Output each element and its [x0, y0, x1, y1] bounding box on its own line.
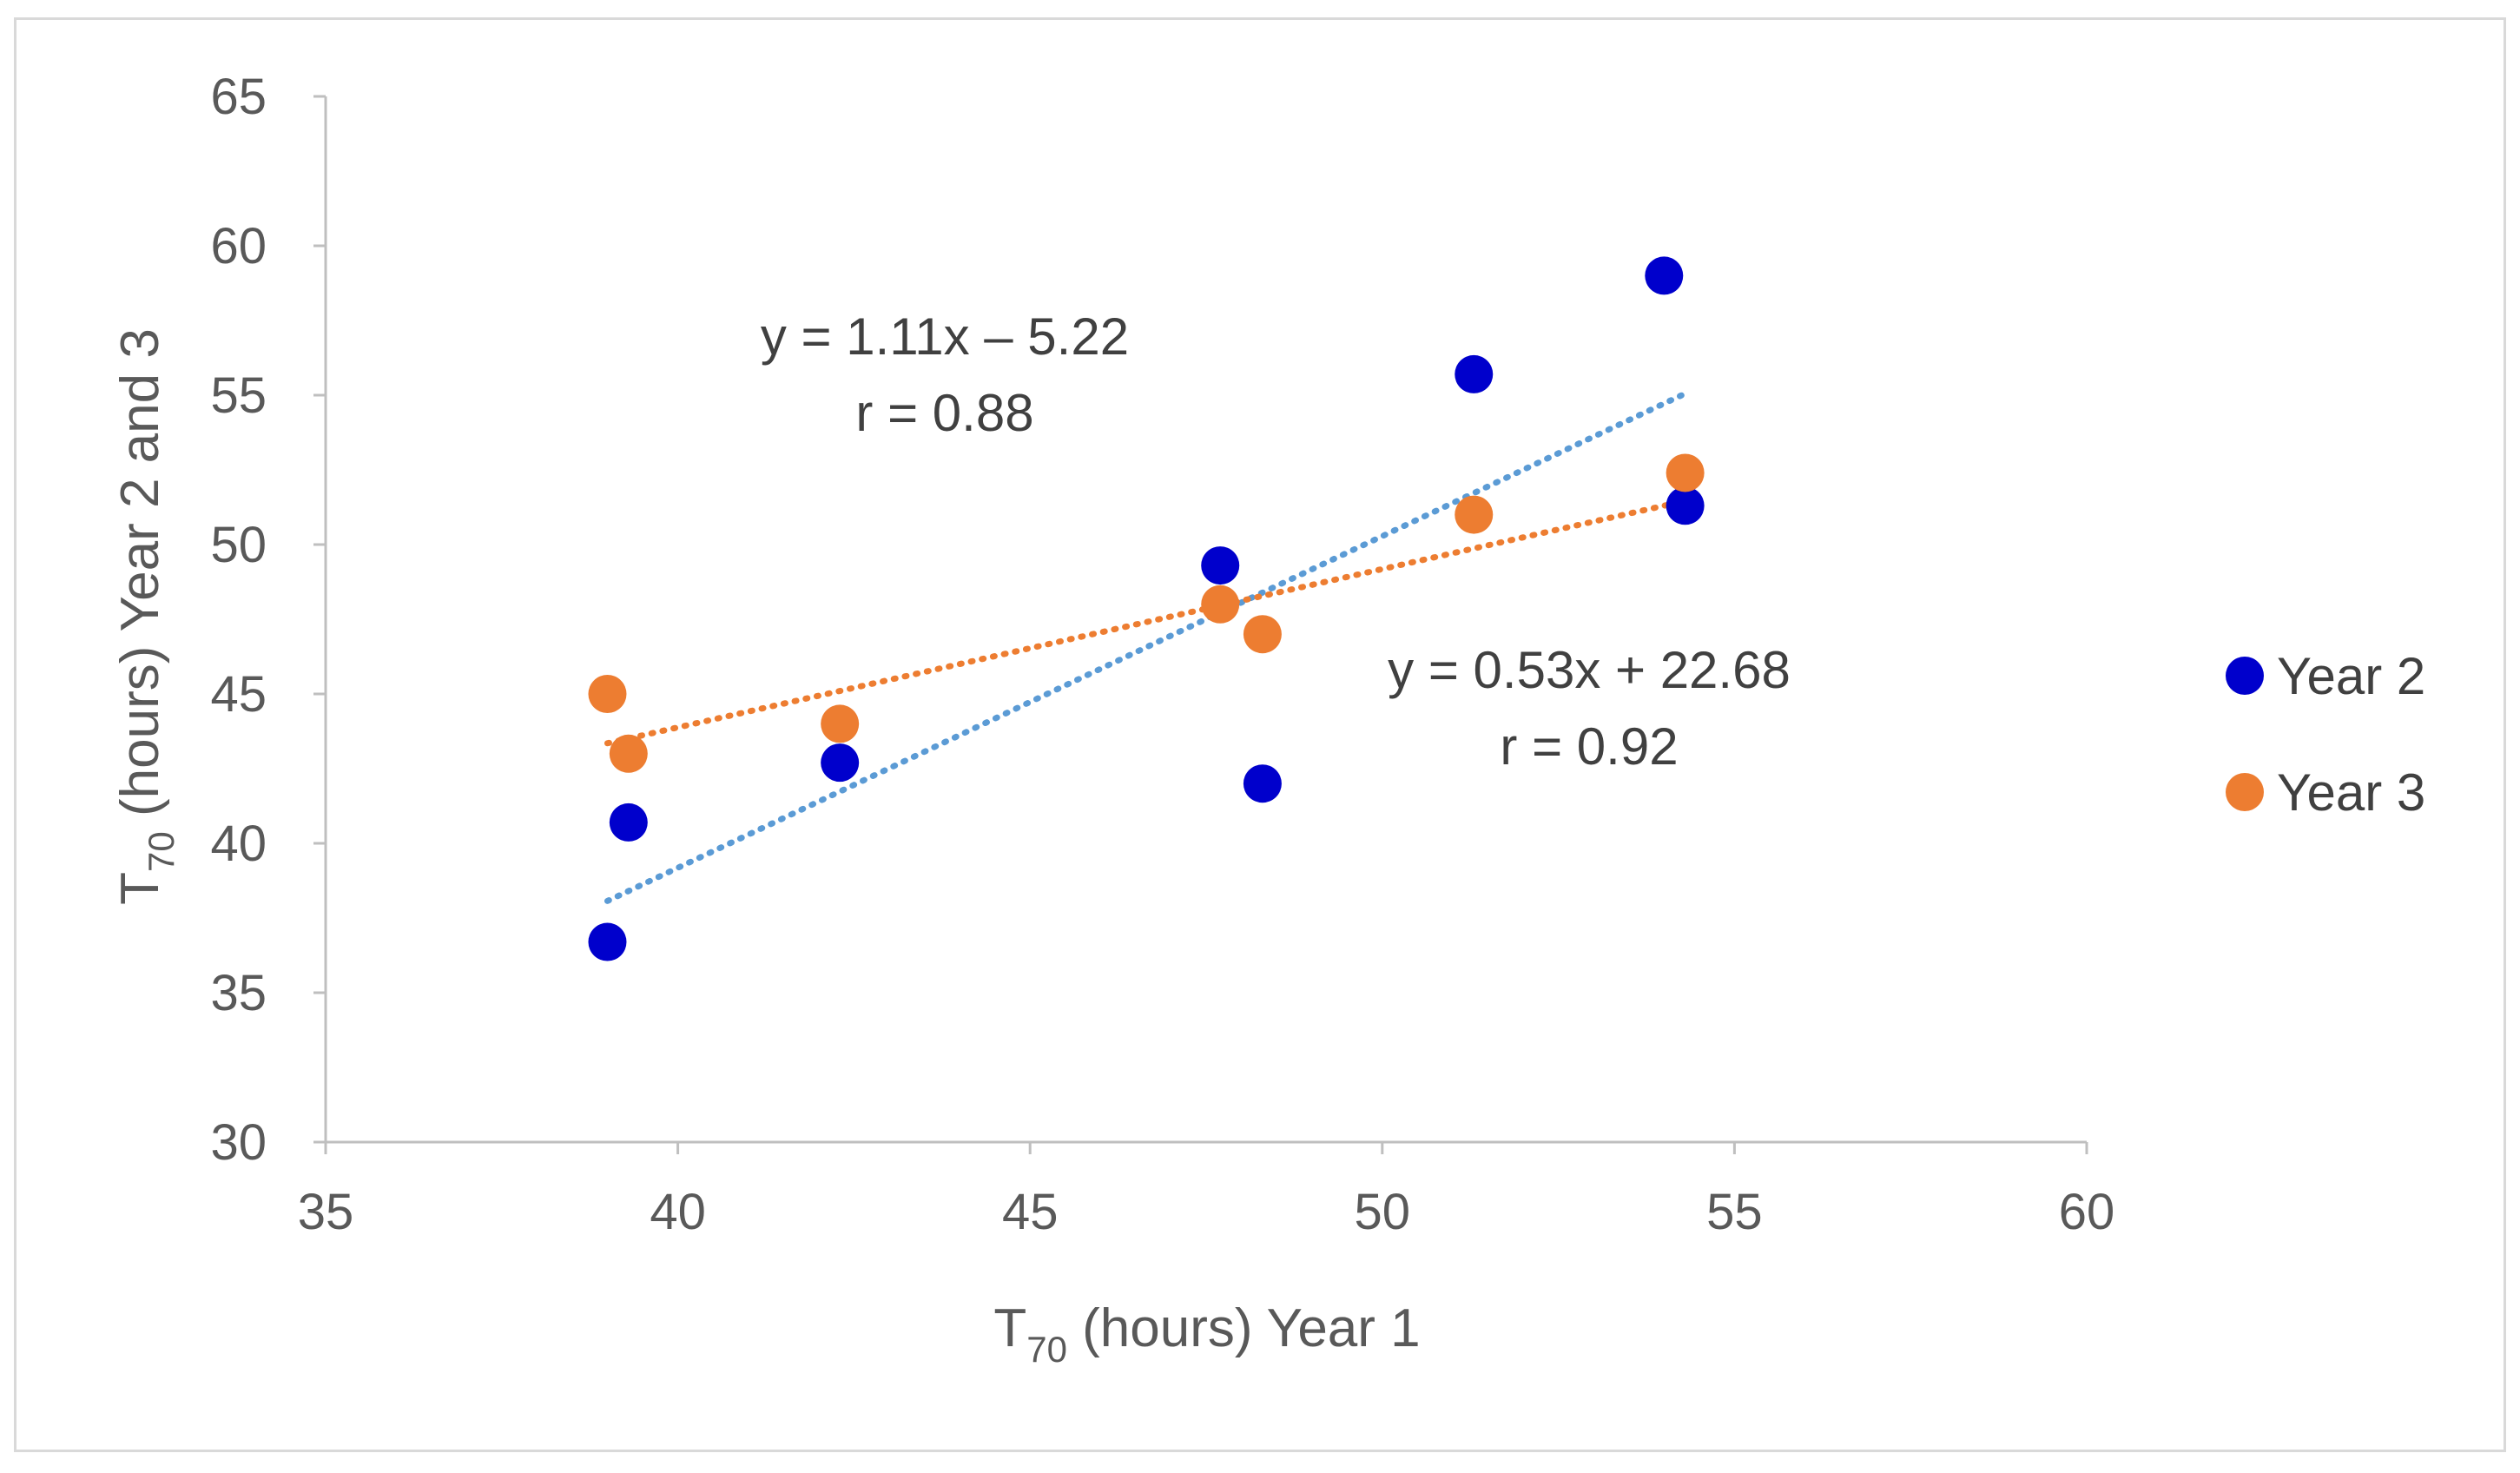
y-axis-title: T70 (hours) Year 2 and 3 — [110, 328, 181, 905]
y-tick-label: 60 — [210, 218, 267, 274]
year3-equation-label: y = 0.53x + 22.68 — [1388, 641, 1791, 699]
x-tick-label: 55 — [1706, 1184, 1763, 1240]
x-axis-title-main: T — [993, 1298, 1026, 1358]
legend-label-year3: Year 3 — [2277, 763, 2425, 822]
y-tick-label: 40 — [210, 816, 267, 872]
chart-frame — [14, 17, 2506, 1452]
point-year-2 — [1201, 546, 1240, 585]
point-year-2 — [1645, 256, 1684, 295]
point-year-3 — [821, 704, 860, 743]
y-tick-label: 65 — [210, 69, 267, 125]
axes — [324, 96, 2087, 1144]
x-tick-label: 40 — [650, 1184, 706, 1240]
legend: Year 2 Year 3 — [2226, 647, 2425, 822]
point-year-3 — [1201, 585, 1240, 624]
y-tick-label: 55 — [210, 367, 267, 424]
point-year-2 — [588, 922, 627, 961]
y-axis-title-subscript: 70 — [141, 831, 181, 872]
y-axis-title-main: T — [110, 872, 170, 905]
y-ticks: 30 35 40 45 50 55 60 65 — [210, 69, 326, 1171]
trendline-year-2 — [604, 390, 1689, 904]
point-year-3 — [1666, 453, 1705, 492]
x-tick-label: 45 — [1002, 1184, 1059, 1240]
y-tick-label: 50 — [210, 517, 267, 573]
point-year-3 — [1243, 615, 1282, 654]
x-tick-label: 35 — [298, 1184, 354, 1240]
y-tick-label: 30 — [210, 1114, 267, 1171]
point-year-2 — [1666, 486, 1705, 525]
x-axis-title-rest: (hours) Year 1 — [1067, 1298, 1421, 1358]
year2-r-label: r = 0.88 — [855, 384, 1033, 442]
point-year-2 — [609, 803, 648, 842]
y-tick-label: 45 — [210, 666, 267, 723]
legend-label-year2: Year 2 — [2277, 647, 2425, 705]
point-year-2 — [1243, 764, 1282, 803]
year2-equation-label: y = 1.11x – 5.22 — [761, 307, 1129, 366]
x-axis-title: T70 (hours) Year 1 — [993, 1298, 1420, 1370]
trendlines — [604, 390, 1689, 904]
point-year-3 — [588, 675, 627, 713]
point-year-2 — [821, 743, 860, 783]
point-year-2 — [1455, 354, 1494, 393]
x-ticks: 35 40 45 50 55 60 — [298, 1142, 2115, 1240]
x-tick-label: 50 — [1355, 1184, 1411, 1240]
point-year-3 — [609, 734, 648, 773]
point-year-3 — [1455, 495, 1494, 534]
trendline-year-3 — [604, 498, 1689, 747]
y-tick-label: 35 — [210, 965, 267, 1021]
data-points — [588, 256, 1705, 961]
y-axis-title-rest: (hours) Year 2 and 3 — [110, 328, 170, 831]
x-axis-title-subscript: 70 — [1026, 1329, 1067, 1370]
x-tick-label: 60 — [2059, 1184, 2115, 1240]
legend-marker-year2 — [2226, 657, 2264, 695]
legend-marker-year3 — [2226, 773, 2264, 811]
year3-r-label: r = 0.92 — [1500, 717, 1678, 776]
